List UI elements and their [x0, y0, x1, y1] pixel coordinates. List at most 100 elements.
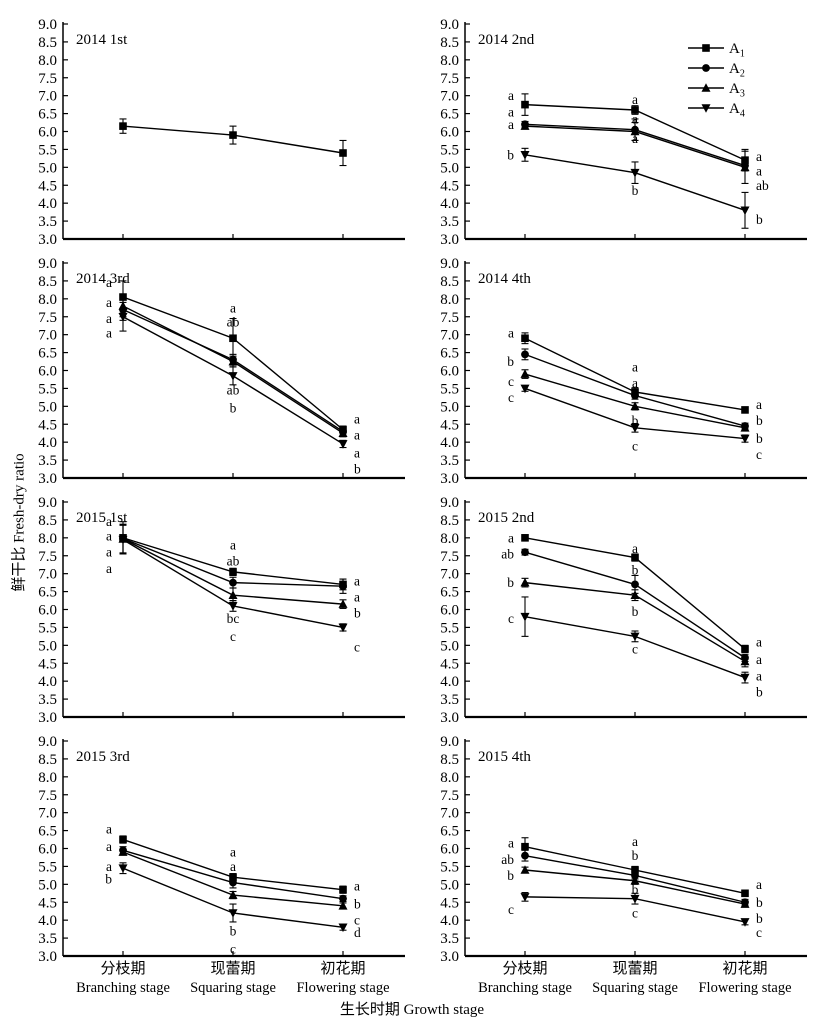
y-tick-label: 9.0 — [440, 495, 459, 511]
y-axis: 3.0 3.5 4.0 4.5 5.0 5.56.0 6.5 7.0 7.5 8.0 8.5 9.0 — [38, 495, 68, 726]
sig-letter: a — [632, 376, 638, 391]
y-tick-label: 5.5 — [38, 859, 57, 875]
legend-A3-marker-triangle-up — [701, 83, 711, 92]
sig-letter: a — [106, 295, 112, 310]
y-tick-label: 7.5 — [38, 549, 57, 565]
A1-marker-square — [741, 645, 749, 653]
A4-marker-triangle-down — [520, 150, 530, 160]
legend-item-A2: A2 — [688, 61, 745, 80]
A2-marker-circle — [521, 350, 529, 359]
A3-marker-triangle-up — [630, 590, 640, 599]
series-A4 — [520, 892, 750, 927]
y-axis: 3.0 3.5 4.0 4.5 5.0 5.56.0 6.5 7.0 7.5 8.0 8.5 9.0 — [440, 734, 470, 965]
sig-letter: a — [508, 325, 514, 340]
sig-letter: c — [632, 438, 638, 453]
y-tick-label: 6.0 — [38, 842, 57, 858]
sig-letter: c — [632, 906, 638, 921]
stage-label-en: Branching stage — [76, 980, 170, 996]
sig-letter: c — [508, 374, 514, 389]
y-tick-label: 5.5 — [440, 381, 459, 397]
stage-label-zh: 分枝期 — [502, 960, 547, 977]
sig-letter: ab — [501, 546, 514, 561]
A3-marker-triangle-up — [118, 847, 128, 856]
sig-letter: a — [106, 859, 112, 874]
y-tick-label: 9.0 — [38, 256, 57, 272]
sig-letter: a — [756, 149, 762, 164]
y-tick-label: 7.0 — [440, 89, 459, 105]
sig-letter: c — [508, 390, 514, 405]
y-tick-label: 4.5 — [440, 895, 459, 911]
y-tick-label: 8.0 — [440, 770, 459, 786]
sig-letter: b — [354, 462, 361, 477]
sig-letter: ab — [227, 315, 240, 330]
y-tick-label: 5.0 — [440, 877, 459, 893]
A3-marker-triangle-up — [520, 577, 530, 587]
y-tick-label: 6.0 — [38, 364, 57, 380]
panel-2014-3rd-chart: 3.0 3.5 4.0 4.5 5.0 5.56.0 6.5 7.0 7.5 8.0 8.5 9.0 2… — [38, 256, 405, 487]
A2-marker-circle — [631, 391, 639, 400]
x-axis — [465, 473, 807, 480]
sig-letter: a — [106, 561, 112, 576]
stage-label-zh: 初花期 — [320, 960, 365, 977]
panel-2015-1st-chart: 3.0 3.5 4.0 4.5 5.0 5.56.0 6.5 7.0 7.5 8.0 8.5 9.0 2… — [38, 495, 405, 726]
A4-marker-triangle-down — [118, 535, 128, 545]
sig-letter: ab — [756, 178, 769, 193]
A3-marker-triangle-up — [228, 890, 238, 899]
panel-title: 2014 2nd — [478, 32, 535, 48]
panel-title: 2015 1st — [76, 510, 128, 526]
y-tick-label: 7.5 — [440, 549, 459, 565]
sig-letter: a — [106, 275, 112, 290]
A4-marker-triangle-down — [118, 864, 128, 874]
y-tick-label: 4.5 — [38, 656, 57, 672]
y-tick-label: 6.5 — [440, 585, 459, 601]
sig-letter: a — [106, 529, 112, 544]
y-tick-label: 5.0 — [440, 160, 459, 176]
A1-marker-square — [521, 100, 529, 109]
series-A4 — [118, 862, 348, 933]
stage-label-zh: 初花期 — [722, 960, 767, 977]
y-tick-label: 4.0 — [440, 913, 459, 929]
y-tick-label: 6.5 — [38, 824, 57, 840]
stage-label-zh: 现蕾期 — [612, 960, 657, 977]
sig-letter: a — [230, 300, 236, 315]
series-A3 — [520, 369, 750, 432]
y-tick-label: 6.5 — [38, 346, 57, 362]
A4-marker-triangle-down — [740, 673, 750, 683]
y-tick-label: 8.5 — [38, 274, 57, 290]
y-tick-label: 4.0 — [38, 435, 57, 451]
sig-letter: a — [230, 538, 236, 553]
A4-marker-triangle-down — [338, 623, 348, 633]
A1-marker-square — [741, 406, 749, 414]
A3-marker-triangle-up — [740, 162, 750, 172]
sig-letter: b — [354, 897, 361, 912]
sig-letter: c — [756, 447, 762, 462]
sig-letter: a — [756, 634, 762, 649]
y-tick-label: 9.0 — [38, 17, 57, 33]
A4-marker-triangle-down — [630, 424, 640, 433]
y-tick-label: 8.5 — [440, 35, 459, 51]
sig-letter: b — [507, 575, 514, 590]
sig-letter: a — [632, 111, 638, 126]
sig-letter: a — [632, 834, 638, 849]
panel-2014-1st-chart: 3.0 3.5 4.0 4.5 5.0 5.56.0 6.5 7.0 7.5 8.0 8.5 9.0 2… — [38, 17, 405, 248]
A2-marker-circle — [229, 878, 237, 887]
A4-marker-triangle-down — [228, 602, 238, 611]
y-tick-label: 8.0 — [38, 770, 57, 786]
sig-letter: a — [354, 445, 360, 460]
y-tick-label: 3.5 — [440, 453, 459, 469]
y-tick-label: 5.5 — [38, 620, 57, 636]
series-A4 — [520, 596, 750, 684]
y-tick-label: 4.5 — [440, 417, 459, 433]
y-tick-label: 4.0 — [38, 913, 57, 929]
y-tick-label: 9.0 — [440, 17, 459, 33]
panel-2014-4th-chart: 3.0 3.5 4.0 4.5 5.0 5.56.0 6.5 7.0 7.5 8.0 8.5 9.0 2… — [440, 256, 807, 487]
series-1-marker-square — [339, 149, 347, 157]
A4-marker-triangle-down — [740, 918, 750, 927]
sig-letter: d — [354, 925, 361, 940]
y-tick-label: 7.0 — [440, 328, 459, 344]
sig-letter: a — [354, 428, 360, 443]
A4-marker-triangle-down — [338, 923, 348, 933]
panel-2015-3rd-chart: 3.0 3.5 4.0 4.5 5.0 5.56.0 6.5 7.0 7.5 8.0 8.5 9.0 分… — [38, 734, 405, 996]
x-axis — [465, 712, 807, 719]
